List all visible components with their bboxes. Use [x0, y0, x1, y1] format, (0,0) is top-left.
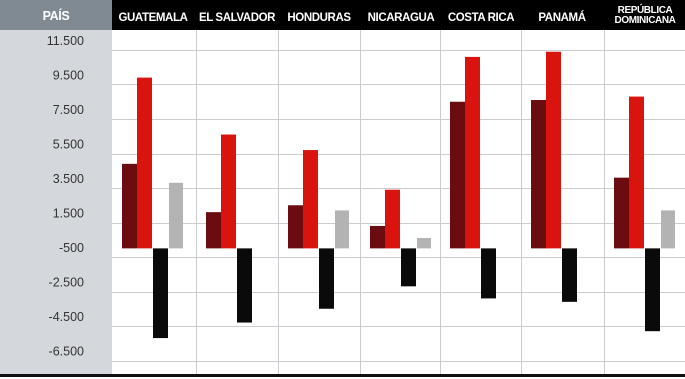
bar-s2-5 — [465, 56, 480, 249]
y-tick-label-10: -6.500 — [49, 345, 84, 359]
header-band — [112, 0, 685, 30]
bar-s3-4 — [417, 238, 431, 249]
bar-s2-1 — [137, 77, 152, 249]
bar-s1-5 — [450, 101, 465, 249]
y-tick-label-3: 7.500 — [53, 103, 84, 117]
bar-s4-7 — [645, 248, 660, 332]
bar-s3-7 — [661, 210, 675, 249]
bar-s4-2 — [237, 248, 252, 323]
category-label-5: COSTA RICA — [448, 12, 514, 24]
bar-s4-5 — [481, 248, 496, 299]
category-label-4: NICARAGUA — [368, 12, 435, 24]
y-tick-label-9: -4.500 — [49, 310, 84, 324]
category-label-1: GUATEMALA — [118, 12, 187, 24]
bar-s2-6 — [546, 51, 561, 249]
bar-s1-6 — [531, 100, 546, 249]
bar-s4-6 — [562, 248, 577, 302]
y-tick-label-2: 9.500 — [53, 69, 84, 83]
bar-s1-4 — [370, 225, 385, 249]
bar-s4-3 — [319, 248, 334, 309]
bar-s1-1 — [122, 163, 137, 249]
bar-s2-7 — [629, 96, 644, 249]
bar-s1-2 — [206, 212, 221, 249]
category-label-2: EL SALVADOR — [199, 12, 276, 24]
y-tick-label-8: -2.500 — [49, 276, 84, 290]
bar-s1-3 — [288, 205, 303, 249]
category-label-6: PANAMÁ — [538, 11, 585, 24]
bottom-rule — [0, 374, 685, 377]
y-tick-label-4: 5.500 — [53, 138, 84, 152]
bar-s2-4 — [385, 189, 400, 249]
axis-header-cell — [0, 0, 112, 30]
bar-s4-4 — [401, 248, 416, 287]
bar-s2-2 — [221, 134, 236, 249]
category-label-line: DOMINICANA — [615, 15, 676, 26]
bar-s2-3 — [303, 150, 318, 249]
y-tick-label-6: 1.500 — [53, 207, 84, 221]
y-tick-labels: 11.500 9.500 7.500 5.500 3.500 1.500 -500 -2.50… — [47, 34, 84, 359]
y-tick-label-7: -500 — [59, 241, 84, 255]
bar-s3-3 — [335, 210, 349, 249]
category-label-3: HONDURAS — [287, 12, 351, 24]
y-tick-label-1: 11.500 — [47, 34, 84, 48]
y-tick-label-5: 3.500 — [53, 172, 84, 186]
y-axis-panel — [0, 30, 112, 375]
bar-s4-1 — [153, 248, 168, 339]
axis-header-label: PAÍS — [43, 8, 70, 23]
category-label-7: REPÚBLICA DOMINICANA — [615, 3, 676, 26]
bar-s3-1 — [169, 182, 183, 249]
bar-s1-7 — [614, 177, 629, 249]
category-label-line: REPÚBLICA — [618, 3, 673, 16]
bar-marks — [122, 51, 675, 339]
category-headers: GUATEMALA EL SALVADOR HONDURAS NICARAGUA COS… — [118, 3, 676, 26]
